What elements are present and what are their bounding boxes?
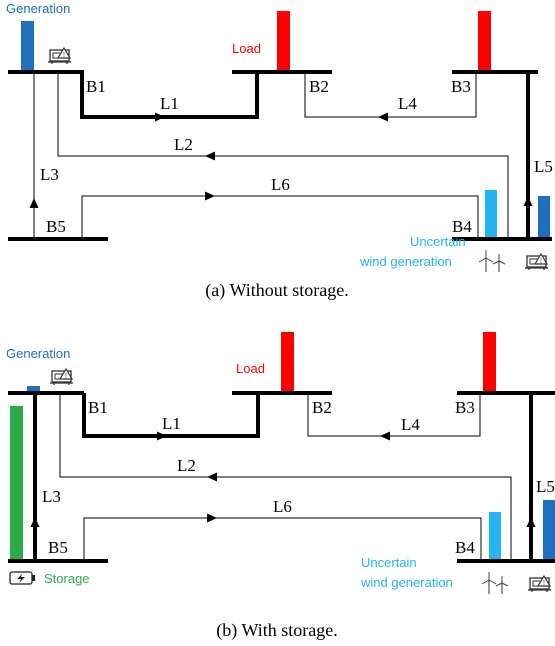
line-label-l1: L1 xyxy=(162,414,181,433)
line-l2 xyxy=(59,393,512,561)
generation-label: Generation xyxy=(6,346,70,361)
line-l6 xyxy=(83,517,482,561)
load-bar-b3 xyxy=(483,332,496,392)
line-label-l4: L4 xyxy=(401,415,420,434)
load-label: Load xyxy=(232,41,261,56)
bus-label-b5: B5 xyxy=(46,217,66,236)
line-l4 xyxy=(307,393,481,437)
line-label-l6: L6 xyxy=(271,175,290,194)
load-bar-b2 xyxy=(281,332,294,392)
bus-label-b3: B3 xyxy=(455,398,475,417)
generation-label: Generation xyxy=(6,1,70,16)
wind-bar xyxy=(485,190,497,238)
caption-a: (a) Without storage. xyxy=(205,280,348,301)
load-label: Load xyxy=(236,361,265,376)
bus-label-b4: B4 xyxy=(452,217,472,236)
line-l6 xyxy=(81,195,479,239)
bus-label-b5: B5 xyxy=(48,538,68,557)
wind-label-line1: Uncertain xyxy=(410,234,466,249)
generation-bar xyxy=(27,386,40,392)
generator-icon xyxy=(49,368,74,386)
bus-label-b4: B4 xyxy=(455,538,475,557)
line-label-l2: L2 xyxy=(177,456,196,475)
line-l2 xyxy=(57,72,509,239)
caption-b: (b) With storage. xyxy=(216,620,337,641)
generation-bar xyxy=(21,21,34,71)
bus-label-b2: B2 xyxy=(309,77,329,96)
wind-label-line1: Uncertain xyxy=(361,555,417,570)
wind-turbine-icon xyxy=(481,571,509,595)
generation-bar-b4 xyxy=(538,196,550,238)
load-bar-b3 xyxy=(478,11,491,71)
wind-turbine-icon xyxy=(478,249,506,273)
generator-icon xyxy=(527,575,552,593)
line-l1 xyxy=(80,72,259,119)
line-l1 xyxy=(82,393,260,438)
wind-label-line2: wind generation xyxy=(360,575,453,590)
line-label-l5: L5 xyxy=(534,157,553,176)
panel-a: Generation Load Uncertain wind generatio… xyxy=(6,1,553,301)
line-label-l2: L2 xyxy=(174,135,193,154)
storage-label: Storage xyxy=(44,571,90,586)
load-bar-b2 xyxy=(277,11,290,71)
panel-b: Generation Load Storage Uncertain wind g… xyxy=(6,332,555,641)
generator-icon xyxy=(47,47,72,65)
line-label-l5: L5 xyxy=(536,477,555,496)
line-l4 xyxy=(304,72,477,118)
storage-bar xyxy=(10,406,23,560)
bus-label-b1: B1 xyxy=(86,77,106,96)
line-label-l3: L3 xyxy=(42,487,61,506)
battery-icon xyxy=(9,571,36,585)
generation-bar-b4 xyxy=(543,500,555,560)
bus-label-b3: B3 xyxy=(451,77,471,96)
line-label-l3: L3 xyxy=(40,165,59,184)
wind-label-line2: wind generation xyxy=(359,254,452,269)
line-label-l1: L1 xyxy=(160,94,179,113)
bus-label-b2: B2 xyxy=(312,398,332,417)
line-label-l6: L6 xyxy=(273,497,292,516)
bus-label-b1: B1 xyxy=(88,398,108,417)
line-label-l4: L4 xyxy=(398,94,417,113)
wind-bar xyxy=(489,512,501,560)
generator-icon xyxy=(524,253,549,271)
